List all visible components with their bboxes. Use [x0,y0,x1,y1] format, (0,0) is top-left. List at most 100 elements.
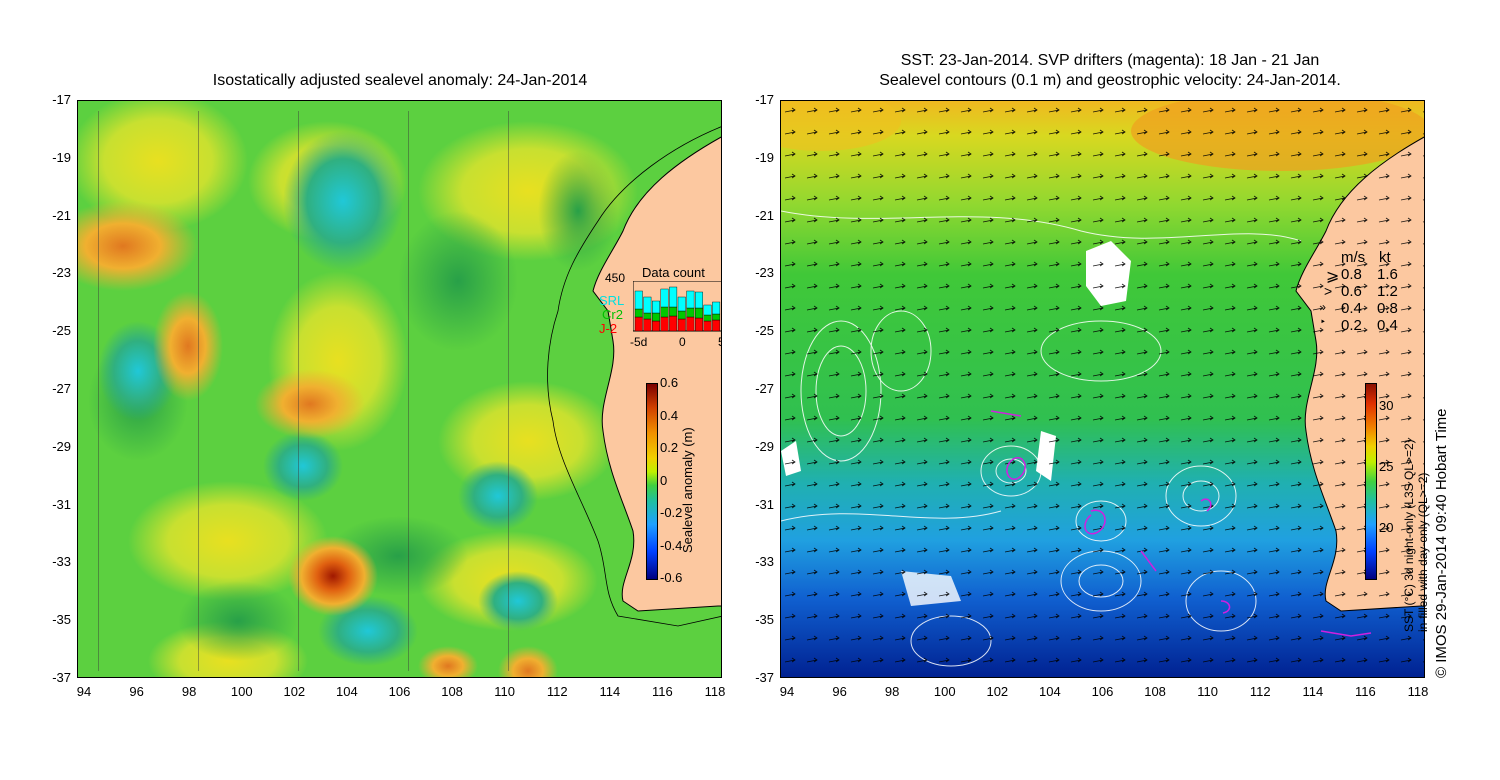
left-ytick-3: -23 [52,265,71,281]
left-xtick-10: 114 [599,684,621,699]
left-xtick-1: 96 [129,684,144,699]
histogram-bar [660,288,669,308]
left-xtick-4: 102 [283,684,306,699]
right-ytick-8: -33 [755,554,774,570]
right-ytick-9: -35 [755,612,774,628]
velocity-legend-ms-0: 0.8 [1341,266,1362,283]
sealevel-colorbar-tick-3: 0 [660,472,668,488]
velocity-legend-kt-2: 0.8 [1377,300,1398,317]
right-ytick-2: -21 [755,207,774,223]
histogram-bar [695,307,703,319]
histogram-bar [634,316,643,332]
left-ytick-6: -29 [52,438,71,454]
sealevel-colorbar-tick-1: 0.4 [660,407,679,423]
data-count-xtick-left: -5d [630,335,648,349]
right-xtick-1: 96 [832,684,847,699]
left-xtick-0: 94 [76,684,92,699]
right-xtick-0: 94 [779,684,795,699]
histogram-bar [712,319,721,332]
histogram-bar [660,306,669,318]
histogram-bar [669,286,678,308]
histogram-bar [712,301,721,315]
velocity-legend-arrow-icon: > [1324,283,1333,299]
left-xtick-9: 112 [546,684,568,699]
velocity-legend-header-kt: kt [1379,249,1391,266]
sst-colorbar-tick-1: 25 [1379,459,1394,474]
histogram-bar [634,290,643,310]
right-xtick-2: 98 [884,684,900,699]
right-xtick-4: 102 [986,684,1009,699]
left-ytick-5: -27 [52,381,71,396]
histogram-bar [686,290,695,309]
histogram-bar [669,306,678,317]
histogram-bar [669,315,678,332]
sealevel-colorbar-tick-5: -0.4 [660,537,683,553]
left-xtick-12: 118 [704,684,726,699]
histogram-bar [695,291,703,309]
velocity-legend-arrow-icon: ‣ [1320,317,1326,328]
histogram-bar [703,314,712,322]
right-xtick-6: 106 [1091,684,1114,699]
sst-colorbar-tick-2: 20 [1379,520,1394,535]
histogram-bar [643,296,652,314]
right-xtick-5: 104 [1039,684,1061,699]
sealevel-colorbar-tick-2: 0.2 [660,440,679,455]
histogram-bar [643,318,652,332]
left-xtick-7: 108 [441,684,463,699]
left-ytick-2: -21 [52,207,71,223]
sealevel-anomaly-map: Data count 450 SRL Cr2 J-2 -5d 0 5 Seale… [77,100,722,678]
right-ytick-5: -27 [755,381,774,396]
sst-colorbar-label-line1: SST (°C) 3d night-only (L3S QL>=2) [1402,439,1416,632]
histogram-bar [677,310,686,320]
left-ytick-10: -37 [52,670,71,685]
velocity-legend-ms-2: 0.4 [1341,300,1362,317]
histogram-bar [703,304,712,316]
data-count-title: Data count [642,265,705,280]
left-ytick-7: -31 [52,496,71,512]
histogram-bar [686,316,695,332]
australia-landmass [592,136,721,612]
right-xtick-3: 100 [933,684,956,699]
right-panel-title-line1: SST: 23-Jan-2014. SVP drifters (magenta)… [900,52,1320,69]
left-xtick-11: 116 [652,684,673,699]
histogram-bar [634,308,643,318]
data-count-xtick-mid: 0 [679,335,686,349]
left-xtick-5: 104 [336,684,358,699]
velocity-legend-kt-1: 1.2 [1377,283,1398,300]
histogram-bar [686,307,695,318]
histogram-bar [652,312,660,322]
track-dots [98,111,509,671]
data-count-legend-cr2: Cr2 [602,307,623,322]
sst-colorbar [1365,383,1377,580]
velocity-legend-ms-3: 0.2 [1341,317,1362,334]
imos-credit: © IMOS 29-Jan-2014 09:40 Hobart Time [1433,408,1450,678]
sealevel-colorbar-tick-6: -0.6 [660,570,683,585]
svp-drifter-tracks [990,410,1372,637]
velocity-legend-ms-1: 0.6 [1341,283,1362,300]
right-ytick-10: -37 [755,670,774,685]
right-ytick-1: -19 [755,149,774,165]
histogram-bar [703,320,712,332]
data-count-max-label: 450 [605,271,626,285]
left-ytick-9: -35 [52,612,71,628]
left-ytick-0: -17 [52,92,71,107]
left-xtick-3: 100 [230,684,253,699]
right-xtick-9: 112 [1249,684,1271,699]
histogram-bar [652,320,660,332]
sealevel-colorbar-tick-4: -0.2 [660,505,683,520]
histogram-bar [643,312,652,320]
right-panel-title-line2: Sealevel contours (0.1 m) and geostrophi… [879,72,1341,89]
right-ytick-6: -29 [755,438,774,454]
sst-colorbar-label-line2: in-filled with day-only (QL>=2) [1416,472,1430,632]
right-xtick-11: 116 [1355,684,1376,699]
left-xtick-8: 110 [494,684,516,699]
left-xtick-6: 106 [388,684,411,699]
histogram-bar [677,318,686,332]
histogram-bar [695,317,703,332]
right-xtick-10: 114 [1302,684,1324,699]
data-count-xtick-right: 5 [718,335,721,349]
velocity-legend-kt-3: 0.4 [1377,317,1398,334]
histogram-bar [677,296,686,312]
sst-map: m/s kt 30 25 20 ⩾ 0.8 1.6 >0.6 1.2 › 0.4 0.8 ‣ 0.2 0.… [780,100,1425,678]
velocity-legend-arrow-icon: ⩾ [1326,268,1340,285]
